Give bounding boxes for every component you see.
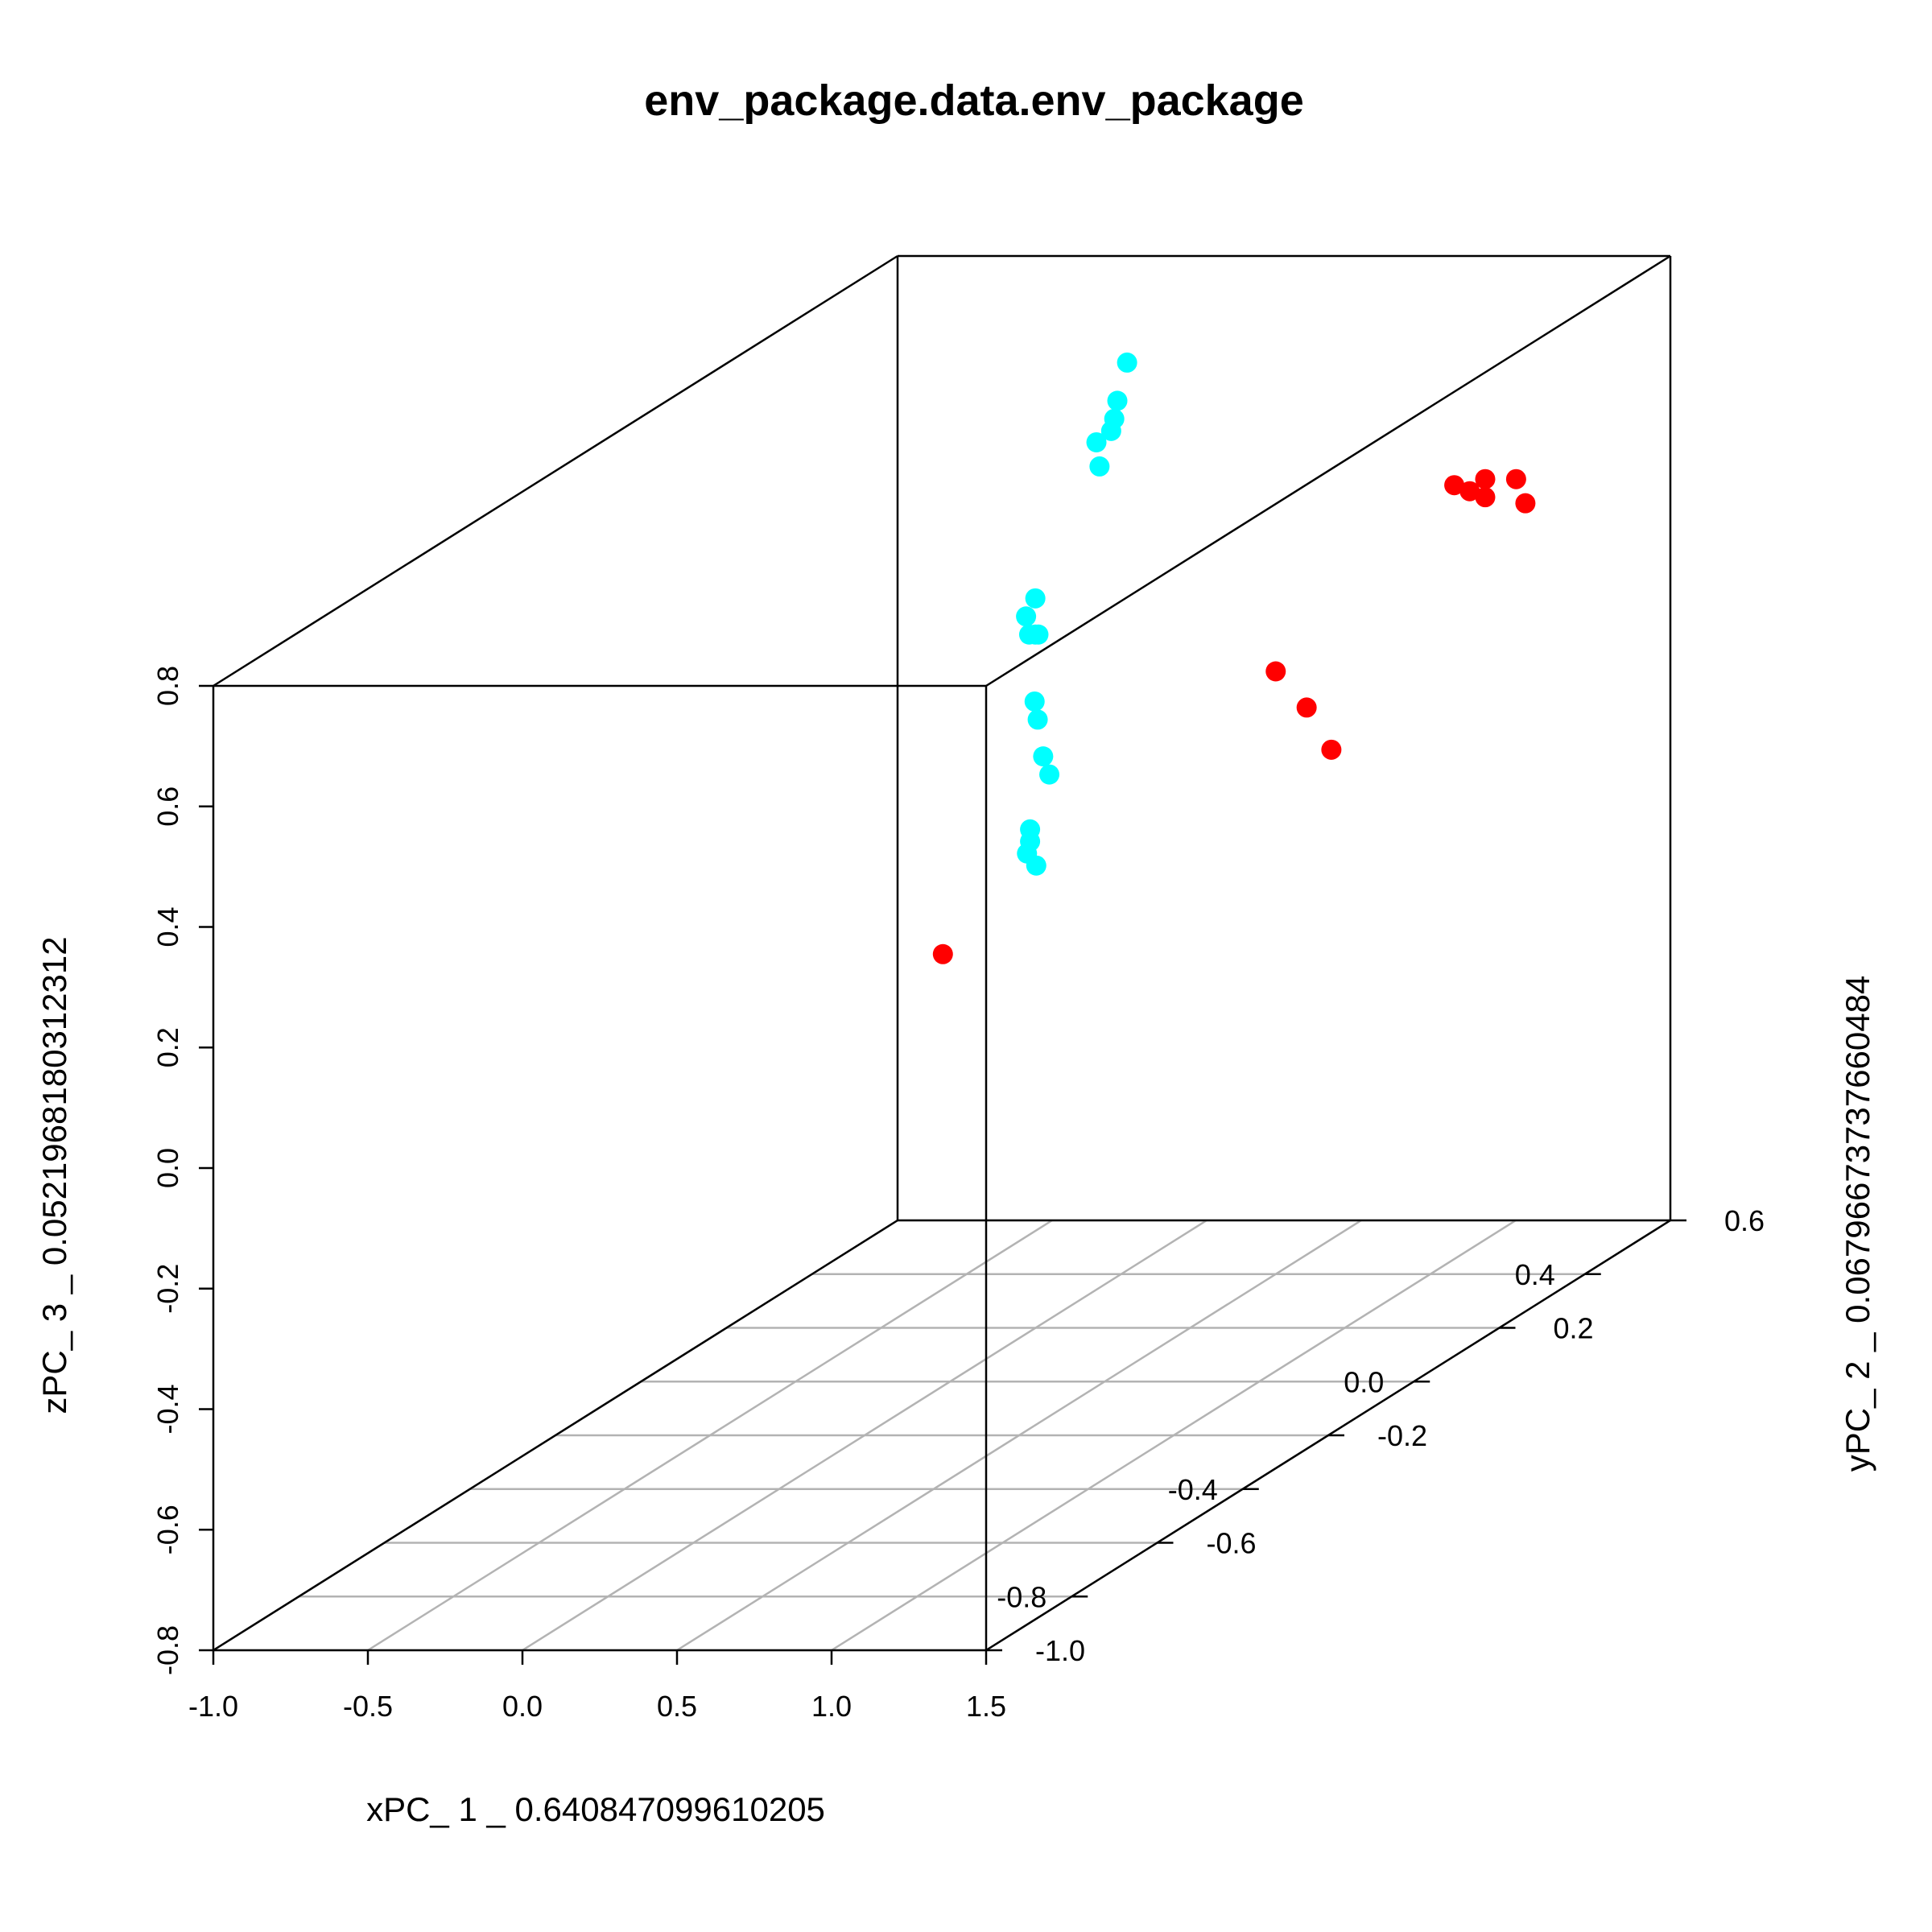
data-points (932, 352, 1536, 964)
frame-edge-8 (213, 1219, 898, 1652)
grid-line-x-4 (831, 1219, 1517, 1652)
data-point (1100, 420, 1121, 441)
data-point (1296, 697, 1317, 718)
data-point (1117, 352, 1137, 373)
grid-line-x-2 (522, 1219, 1208, 1652)
z-tick-label: -0.4 (151, 1384, 184, 1434)
data-point (1016, 606, 1037, 627)
data-point (1024, 691, 1045, 712)
z-tick-label: -0.6 (151, 1505, 184, 1554)
x-tick-label: 1.5 (966, 1690, 1006, 1723)
z-tick-label: -0.2 (151, 1264, 184, 1314)
data-point (1475, 469, 1496, 489)
data-point (1505, 469, 1526, 489)
axis-ticks: -1.0 -0.5 0.0 0.5 1.0 1.5 -0.8 -0.6 -0.4 -0.2 0.0 0… (151, 666, 1765, 1723)
y-tick-label: -0.2 (1377, 1419, 1427, 1452)
x-axis-label: xPC_ 1 _ 0.640847099610205 (366, 1790, 825, 1828)
data-point (1459, 481, 1480, 502)
y-axis-label: yPC_ 2 _ 0.0679667373766048​4 (1839, 976, 1876, 1472)
z-tick-label: 0.2 (151, 1027, 184, 1067)
z-tick-label: 0.8 (151, 666, 184, 706)
data-point (1026, 855, 1046, 876)
y-tick-label: -0.6 (1206, 1527, 1256, 1560)
data-point (1107, 390, 1128, 411)
data-point (1027, 709, 1048, 730)
data-point (1033, 746, 1054, 767)
z-tick-label: 0.4 (151, 906, 184, 947)
data-point (1321, 739, 1342, 760)
chart-title: env_package.data.env_package (644, 76, 1303, 125)
data-point (1265, 661, 1286, 682)
y-tick-label: -1.0 (1035, 1634, 1085, 1667)
data-point (1444, 475, 1465, 496)
z-axis-label: zPC_ 3 _ 0.0521968180312312 (35, 936, 73, 1414)
x-tick-label: 1.0 (811, 1690, 852, 1723)
x-tick-label: 0.0 (502, 1690, 543, 1723)
data-point (932, 943, 953, 964)
x-tick-label: 0.5 (657, 1690, 697, 1723)
x-tick-label: -0.5 (343, 1690, 393, 1723)
y-tick-label: 0.4 (1515, 1258, 1555, 1291)
y-tick-label: 0.2 (1553, 1312, 1593, 1345)
frame-edge-10 (213, 254, 898, 687)
grid-line-x-1 (367, 1219, 1053, 1652)
frame-edge-11 (985, 254, 1671, 687)
y-tick-label: -0.4 (1168, 1473, 1218, 1506)
data-point (1025, 588, 1046, 609)
data-point (1039, 764, 1060, 785)
data-point (1086, 431, 1107, 452)
y-tick-label: 0.6 (1724, 1204, 1765, 1237)
grid-line-x-3 (676, 1219, 1362, 1652)
z-tick-label: 0.6 (151, 786, 184, 827)
data-point (1028, 624, 1049, 645)
x-tick-label: -1.0 (188, 1690, 238, 1723)
z-tick-label: 0.0 (151, 1148, 184, 1188)
y-tick-label: 0.0 (1344, 1365, 1384, 1398)
data-point (1475, 487, 1496, 508)
y-tick-label: -0.8 (997, 1580, 1046, 1613)
data-point (1515, 493, 1536, 514)
data-point (1089, 456, 1110, 477)
z-tick-label: -0.8 (151, 1625, 184, 1675)
floor-grid (213, 1219, 1671, 1652)
